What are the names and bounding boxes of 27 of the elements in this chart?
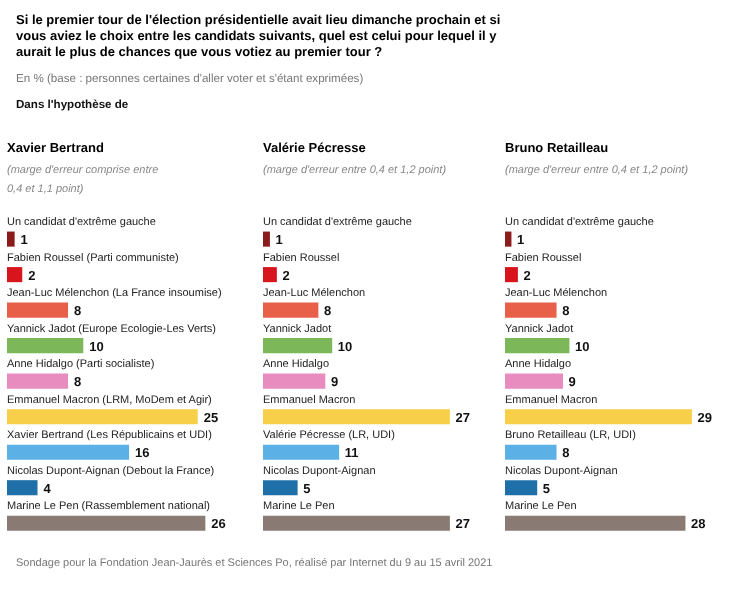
bar bbox=[7, 267, 23, 283]
bar bbox=[7, 302, 69, 318]
bar bbox=[505, 302, 557, 318]
bar bbox=[7, 515, 206, 531]
bar bbox=[7, 338, 84, 354]
bar bbox=[263, 373, 326, 389]
bar bbox=[505, 267, 518, 283]
bar bbox=[263, 302, 319, 318]
bar bbox=[263, 231, 270, 247]
bar bbox=[505, 480, 538, 496]
bar bbox=[505, 231, 512, 247]
bar bbox=[505, 515, 686, 531]
bar bbox=[7, 444, 130, 460]
bar bbox=[263, 444, 340, 460]
bar bbox=[7, 409, 198, 425]
bar bbox=[263, 338, 333, 354]
bar bbox=[7, 480, 38, 496]
bar bbox=[505, 409, 692, 425]
bar bbox=[7, 373, 69, 389]
bar bbox=[263, 409, 450, 425]
bar bbox=[505, 338, 570, 354]
bar bbox=[505, 444, 557, 460]
bar bbox=[263, 515, 450, 531]
bar bbox=[263, 267, 277, 283]
bar bbox=[505, 373, 563, 389]
bar bbox=[263, 480, 298, 496]
bar bbox=[7, 231, 15, 247]
